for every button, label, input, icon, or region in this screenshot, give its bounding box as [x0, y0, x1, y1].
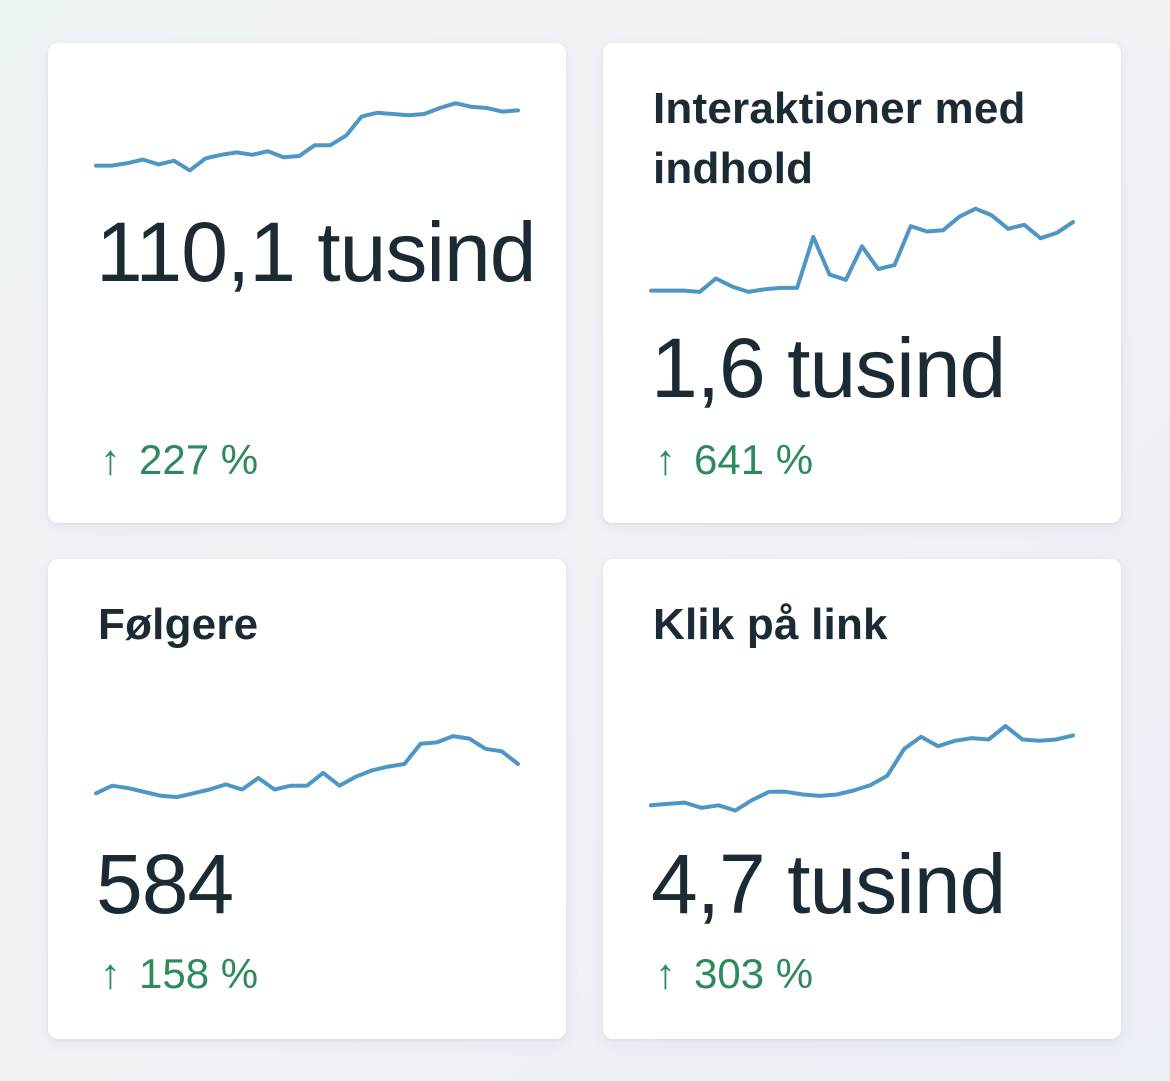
sparkline-followers [94, 734, 520, 800]
stat-change-value: 303 % [694, 950, 814, 997]
stat-card-reach[interactable]: 110,1 tusind ↑ 227 % [48, 43, 566, 523]
stat-change: ↑ 227 % [100, 435, 258, 485]
sparkline-line [94, 101, 520, 173]
stat-card-content-interactions[interactable]: Interaktioner med indhold 1,6 tusind ↑ 64… [603, 43, 1121, 523]
stat-change-value: 227 % [139, 436, 259, 483]
arrow-up-icon: ↑ [100, 436, 121, 483]
sparkline-line [94, 734, 520, 800]
stat-value: 584 [96, 837, 234, 931]
stat-change-value: 641 % [694, 436, 814, 483]
stat-value: 110,1 tusind [96, 205, 536, 299]
stat-card-link-clicks[interactable]: Klik på link 4,7 tusind ↑ 303 % [603, 559, 1121, 1039]
sparkline-line [649, 724, 1075, 813]
arrow-up-icon: ↑ [100, 950, 121, 997]
stat-card-followers[interactable]: Følgere 584 ↑ 158 % [48, 559, 566, 1039]
arrow-up-icon: ↑ [655, 436, 676, 483]
sparkline-line [649, 206, 1075, 294]
stat-change: ↑ 641 % [655, 435, 813, 485]
stat-value: 4,7 tusind [651, 837, 1006, 931]
arrow-up-icon: ↑ [655, 950, 676, 997]
stat-value: 1,6 tusind [651, 321, 1006, 415]
stat-change: ↑ 303 % [655, 949, 813, 999]
stat-change-value: 158 % [139, 950, 259, 997]
stat-title: Interaktioner med indhold [653, 84, 1026, 193]
sparkline-link-clicks [649, 724, 1075, 813]
stat-title: Følgere [98, 600, 259, 649]
sparkline-content-interactions [649, 206, 1075, 294]
stat-title: Klik på link [653, 600, 888, 649]
stat-change: ↑ 158 % [100, 949, 258, 999]
sparkline-reach [94, 101, 520, 173]
